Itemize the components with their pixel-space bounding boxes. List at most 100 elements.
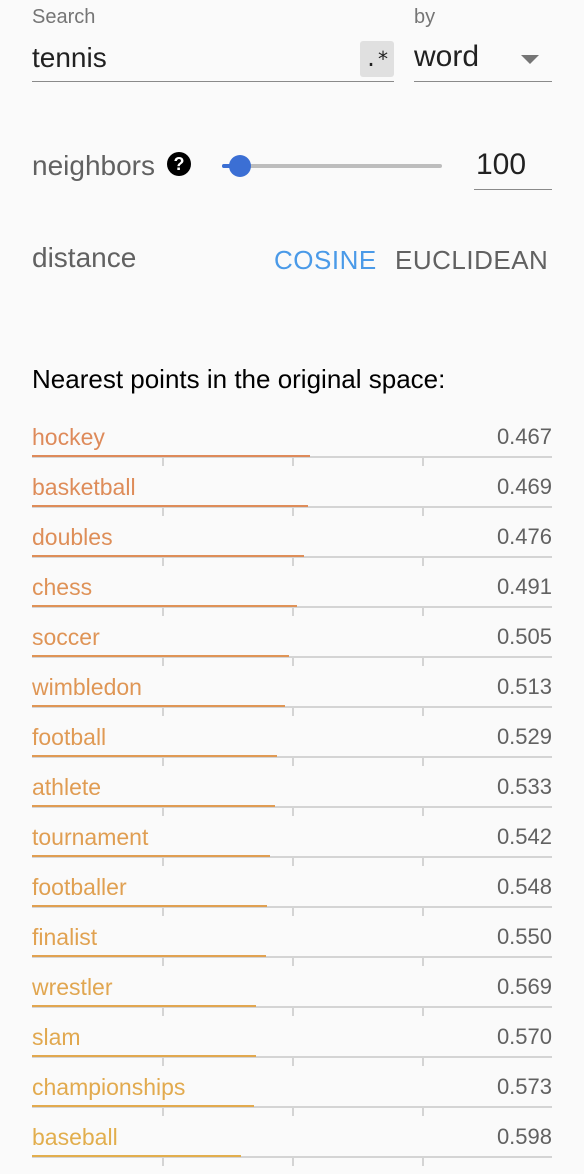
row-tick [292,1157,294,1166]
similarity-bar [32,855,271,857]
nearest-point-row[interactable]: footballer 0.548 [32,868,552,918]
similarity-bar [32,655,290,657]
nearest-point-row[interactable]: hockey 0.467 [32,418,552,468]
nearest-point-label[interactable]: championships [32,1074,186,1100]
nearest-point-label[interactable]: wimbledon [32,674,142,700]
similarity-bar [32,755,277,757]
nearest-point-label[interactable]: athlete [32,774,102,800]
similarity-bar [32,1005,257,1007]
nearest-point-label[interactable]: tournament [32,824,149,850]
row-tick [162,1007,164,1016]
slider-knob[interactable] [228,155,251,177]
nearest-point-label[interactable]: soccer [32,624,100,650]
row-tick [422,807,424,816]
row-tick [292,807,294,816]
similarity-bar [32,505,309,507]
search-input[interactable] [32,40,352,76]
similarity-bar [32,905,268,907]
row-divider [32,856,552,858]
nearest-point-distance: 0.529 [496,724,552,749]
row-tick [292,1107,294,1116]
row-divider [32,1056,552,1058]
row-tick [292,1007,294,1016]
nearest-point-distance: 0.598 [496,1124,552,1149]
nearest-point-row[interactable]: athlete 0.533 [32,768,552,818]
nearest-point-label[interactable]: football [32,724,107,750]
help-icon[interactable]: ? [167,152,191,176]
row-tick [422,607,424,616]
nearest-point-row[interactable]: doubles 0.476 [32,518,552,568]
nearest-point-row[interactable]: basketball 0.469 [32,468,552,518]
row-tick [422,1007,424,1016]
row-tick [162,957,164,966]
nearest-point-label[interactable]: slam [32,1024,81,1050]
similarity-bar [32,955,266,957]
row-tick [422,707,424,716]
similarity-bar [32,1055,256,1057]
row-tick [292,1057,294,1066]
nearest-point-row[interactable]: football 0.529 [32,718,552,768]
search-field[interactable]: .* [32,36,394,82]
row-tick [422,507,424,516]
neighbors-slider[interactable] [222,155,442,177]
row-tick [162,557,164,566]
row-tick [422,907,424,916]
row-divider [32,706,552,708]
row-divider [32,806,552,808]
row-tick [292,707,294,716]
nearest-point-label[interactable]: hockey [32,424,105,450]
nearest-point-row[interactable]: wimbledon 0.513 [32,668,552,718]
nearest-point-row[interactable]: wrestler 0.569 [32,968,552,1018]
distance-option-cosine[interactable]: COSINE [274,245,377,275]
nearest-point-distance: 0.469 [496,474,552,499]
row-tick [292,757,294,766]
row-tick [422,757,424,766]
row-tick [162,657,164,666]
distance-label: distance [32,242,137,273]
nearest-point-row[interactable]: soccer 0.505 [32,618,552,668]
nearest-point-row[interactable]: slam 0.570 [32,1018,552,1068]
row-tick [292,607,294,616]
nearest-point-label[interactable]: baseball [32,1124,118,1150]
search-label: Search [32,6,96,28]
nearest-point-label[interactable]: wrestler [32,974,113,1000]
nearest-point-row[interactable]: tournament 0.542 [32,818,552,868]
row-tick [422,1057,424,1066]
row-tick [162,907,164,916]
row-tick [162,457,164,466]
row-tick [292,657,294,666]
row-tick [292,957,294,966]
neighbors-label: neighbors [32,150,155,181]
nearest-point-label[interactable]: doubles [32,524,113,550]
row-tick [162,807,164,816]
nearest-point-row[interactable]: baseball 0.598 [32,1118,552,1168]
regex-toggle-button[interactable]: .* [360,41,394,77]
neighbors-input[interactable]: 100 [474,144,552,190]
nearest-point-row[interactable]: finalist 0.550 [32,918,552,968]
by-select[interactable]: word [414,36,552,82]
row-tick [162,707,164,716]
nearest-point-label[interactable]: basketball [32,474,136,500]
nearest-point-distance: 0.548 [496,874,552,899]
nearest-point-label[interactable]: finalist [32,924,98,950]
nearest-point-row[interactable]: championships 0.573 [32,1068,552,1118]
similarity-bar [32,805,275,807]
row-tick [162,857,164,866]
similarity-bar [32,705,286,707]
row-tick [162,1107,164,1116]
dropdown-arrow-icon [521,55,539,64]
row-divider [32,906,552,908]
by-label: by [414,6,436,28]
row-tick [292,557,294,566]
similarity-bar [32,1105,255,1107]
nearest-point-row[interactable]: chess 0.491 [32,568,552,618]
row-divider [32,1006,552,1008]
row-tick [422,557,424,566]
row-tick [422,457,424,466]
row-tick [292,907,294,916]
nearest-point-label[interactable]: chess [32,574,93,600]
distance-option-euclidean[interactable]: EUCLIDEAN [395,245,549,275]
nearest-point-label[interactable]: footballer [32,874,127,900]
row-divider [32,1106,552,1108]
nearest-point-distance: 0.569 [496,974,552,999]
